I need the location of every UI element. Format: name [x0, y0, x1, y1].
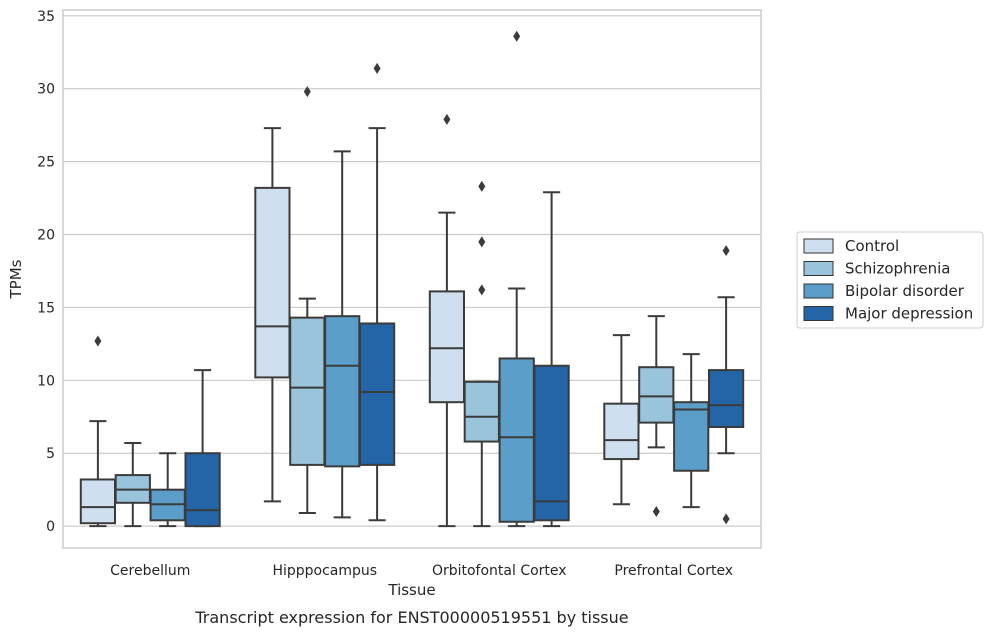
- y-axis-ticks: 0 5 10 15 20 25 30 35: [37, 9, 55, 535]
- y-tick-label: 20: [37, 228, 55, 244]
- legend-swatch: [803, 238, 834, 254]
- y-tick-label: 30: [37, 82, 55, 98]
- outlier-point: [94, 335, 102, 347]
- outlier-point: [652, 506, 660, 518]
- outlier-point: [478, 236, 486, 248]
- box-group-item: [184, 369, 221, 528]
- legend-frame: [796, 231, 984, 329]
- chart-caption: Transcript expression for ENST0000051955…: [194, 608, 628, 627]
- x-axis-ticks: Cerebellum Hipppocampus Orbitofontal Corte…: [110, 563, 733, 579]
- legend-label: Bipolar disorder: [845, 282, 965, 300]
- legend-swatch: [803, 261, 834, 276]
- box-group-item: [428, 113, 466, 528]
- plot-frame: [62, 9, 762, 549]
- box: [498, 357, 535, 523]
- box-groups: [79, 30, 745, 528]
- box-group-item: [707, 245, 745, 525]
- box: [184, 452, 221, 528]
- legend-label: Schizophrenia: [845, 260, 950, 278]
- outlier-point: [722, 513, 730, 525]
- box: [603, 402, 640, 461]
- outlier-point: [373, 62, 381, 74]
- x-axis-label: Tissue: [387, 581, 435, 599]
- box: [324, 315, 361, 468]
- box-group-item: [114, 442, 151, 528]
- box: [254, 186, 291, 379]
- box: [289, 316, 326, 466]
- outlier-point: [303, 86, 311, 98]
- box-group-item: [533, 191, 570, 528]
- outlier-point: [443, 113, 451, 125]
- y-tick-label: 25: [37, 155, 55, 171]
- x-tick-label: Hipppocampus: [272, 563, 377, 579]
- box: [638, 366, 675, 424]
- legend-swatch: [803, 306, 834, 321]
- box: [463, 380, 500, 443]
- outlier-point: [478, 180, 486, 192]
- x-tick-label: Cerebellum: [110, 563, 190, 579]
- legend-label: Control: [845, 237, 899, 255]
- y-tick-label: 10: [37, 373, 55, 389]
- gridlines: [63, 15, 761, 527]
- y-tick-label: 5: [46, 446, 55, 462]
- x-tick-label: Orbitofontal Cortex: [432, 563, 567, 579]
- box: [673, 401, 710, 472]
- box: [358, 322, 396, 466]
- outlier-point: [478, 284, 486, 296]
- legend-label: Major depression: [845, 305, 973, 323]
- box-group-item: [463, 180, 500, 528]
- y-tick-label: 0: [46, 519, 55, 535]
- box-group-item: [638, 315, 675, 518]
- y-tick-label: 35: [37, 9, 55, 25]
- x-tick-label: Prefrontal Cortex: [614, 563, 733, 579]
- box: [533, 364, 570, 522]
- box: [428, 290, 466, 404]
- box: [79, 478, 117, 525]
- box-group-item: [673, 353, 710, 509]
- outlier-point: [513, 30, 521, 42]
- legend: Control Schizophrenia Bipolar disorder Majo…: [796, 231, 984, 329]
- box-group-item: [603, 334, 640, 506]
- box: [707, 369, 745, 428]
- plot-area: [63, 10, 761, 548]
- y-tick-label: 15: [37, 300, 55, 316]
- box-group-item: [358, 62, 396, 522]
- legend-swatch: [803, 283, 834, 299]
- box-group-item: [498, 30, 535, 528]
- outlier-point: [722, 245, 730, 257]
- box-group-item: [289, 86, 326, 515]
- box-group-item: [79, 335, 117, 528]
- box-group-item: [254, 127, 291, 503]
- y-axis-label: TPMs: [7, 259, 25, 299]
